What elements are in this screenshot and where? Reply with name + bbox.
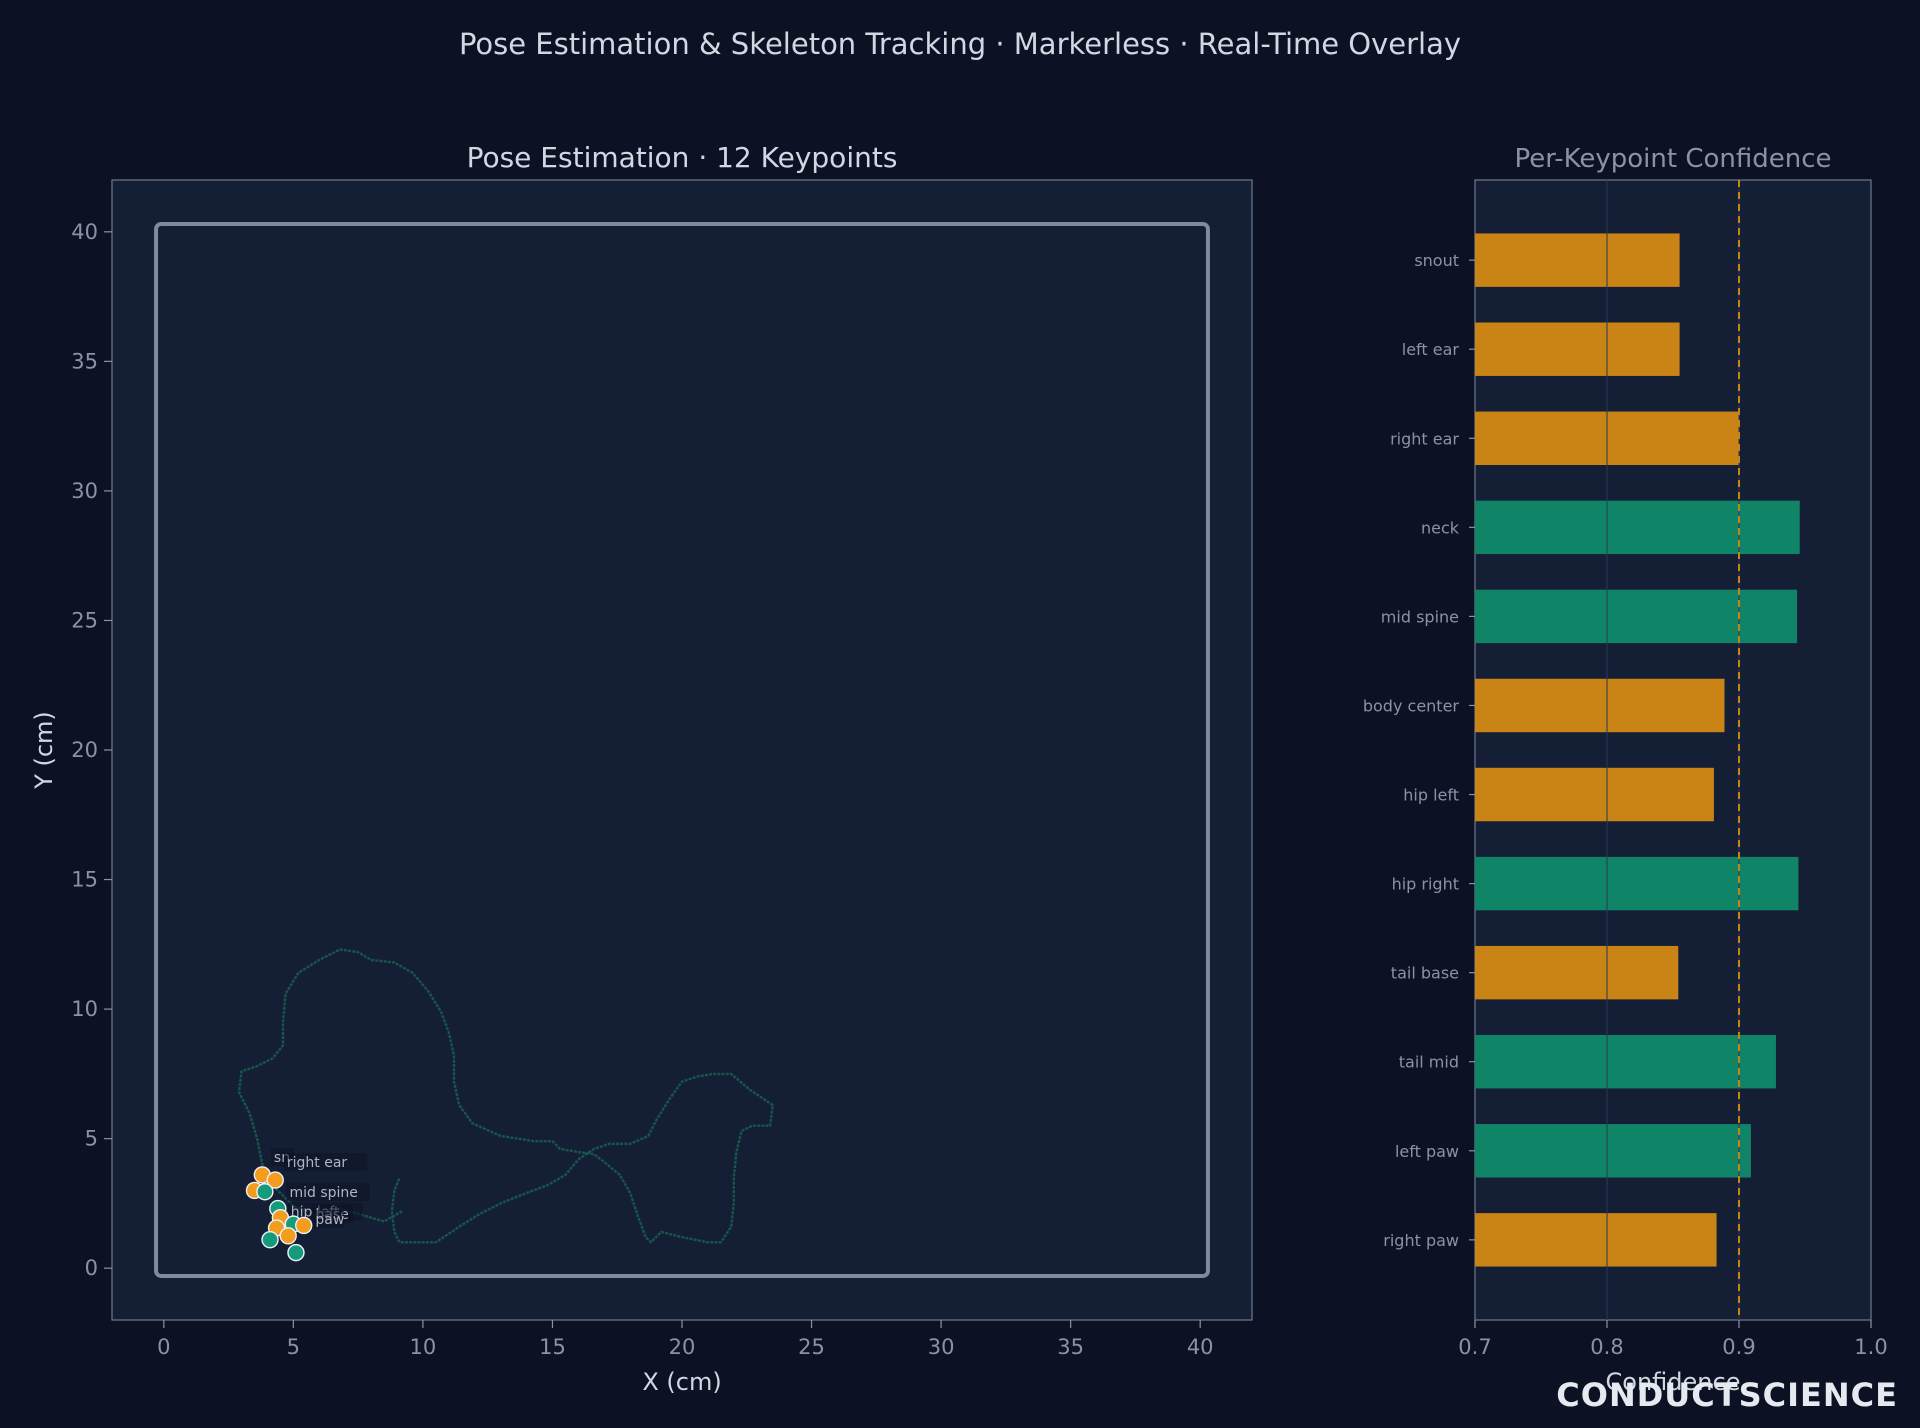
keypoint-label-background bbox=[283, 1153, 368, 1172]
arena-boundary bbox=[154, 222, 1210, 1278]
keypoints bbox=[245, 1166, 313, 1262]
confidence-category-label: neck bbox=[1421, 518, 1460, 537]
confidence-category-label: tail mid bbox=[1399, 1053, 1459, 1072]
confidence-x-axis-label: Confidence bbox=[1606, 1368, 1741, 1396]
trajectory-path bbox=[237, 948, 774, 1244]
keypoint-left-paw bbox=[261, 1230, 279, 1249]
pose-y-tick-label: 40 bbox=[71, 220, 98, 244]
confidence-bar-body-center bbox=[1475, 678, 1725, 733]
confidence-category-label: hip right bbox=[1392, 875, 1459, 894]
pose-x-tick-label: 40 bbox=[1187, 1335, 1214, 1359]
confidence-bar-left-paw bbox=[1475, 1124, 1751, 1178]
confidence-bar-left-ear bbox=[1475, 322, 1680, 376]
confidence-bar-hip-right bbox=[1475, 856, 1799, 911]
confidence-bar-tail-mid bbox=[1475, 1035, 1776, 1089]
pose-axes-background bbox=[111, 179, 1253, 1321]
pose-y-tick-label: 15 bbox=[71, 868, 98, 892]
confidence-category-label: right paw bbox=[1383, 1231, 1459, 1250]
keypoint-tail-base bbox=[295, 1216, 313, 1235]
pose-y-tick-label: 20 bbox=[71, 738, 98, 762]
confidence-bars: snout left ear right ear neck mid spine body … bbox=[1363, 233, 1800, 1267]
keypoint-label: mid spine bbox=[289, 1185, 357, 1201]
pose-ticks: 0 5 10 15 20 25 30 35 40 0 5 10 15 20 25 30 35 40 bbox=[71, 220, 1213, 1359]
confidence-category-label: left paw bbox=[1395, 1142, 1459, 1161]
pose-y-tick-label: 5 bbox=[85, 1127, 98, 1151]
pose-x-tick-label: 30 bbox=[928, 1335, 955, 1359]
confidence-category-label: tail base bbox=[1391, 964, 1459, 983]
pose-x-tick-label: 20 bbox=[669, 1335, 696, 1359]
confidence-bar-mid-spine bbox=[1475, 589, 1798, 644]
confidence-x-tick-label: 0.9 bbox=[1722, 1335, 1755, 1359]
confidence-category-label: snout bbox=[1414, 251, 1459, 270]
confidence-bar-right-paw bbox=[1475, 1213, 1717, 1267]
conductscience-logo: CONDUCTSCIENCE bbox=[1556, 1376, 1898, 1414]
confidence-category-label: mid spine bbox=[1381, 607, 1459, 626]
pose-y-tick-label: 30 bbox=[71, 479, 98, 503]
pose-x-tick-label: 0 bbox=[157, 1335, 170, 1359]
keypoint-right-paw bbox=[279, 1227, 297, 1245]
confidence-category-label: left ear bbox=[1402, 340, 1460, 359]
pose-y-tick-label: 35 bbox=[71, 349, 98, 373]
confidence-panel: Per-Keypoint Confidence Confidence snout… bbox=[1363, 144, 1888, 1396]
pose-y-tick-label: 0 bbox=[85, 1256, 98, 1280]
confidence-bar-neck bbox=[1475, 500, 1800, 555]
confidence-category-label: hip left bbox=[1403, 786, 1459, 805]
keypoint-label: paw bbox=[315, 1212, 344, 1228]
pose-x-tick-label: 25 bbox=[798, 1335, 825, 1359]
confidence-x-tick-label: 0.8 bbox=[1590, 1335, 1623, 1359]
pose-x-tick-label: 5 bbox=[287, 1335, 300, 1359]
pose-y-tick-label: 25 bbox=[71, 608, 98, 632]
keypoint-right-ear bbox=[266, 1171, 284, 1189]
confidence-bar-tail-base bbox=[1475, 945, 1679, 1000]
keypoint-neck bbox=[256, 1183, 274, 1201]
pose-x-tick-label: 15 bbox=[539, 1335, 566, 1359]
confidence-category-label: right ear bbox=[1390, 429, 1459, 448]
confidence-x-tick-label: 1.0 bbox=[1854, 1335, 1887, 1359]
pose-y-axis-label: Y (cm) bbox=[30, 711, 58, 790]
pose-estimation-panel: Pose Estimation · 12 Keypoints X (cm) Y … bbox=[30, 141, 1253, 1396]
confidence-bar-hip-left bbox=[1475, 767, 1714, 822]
pose-x-tick-label: 35 bbox=[1057, 1335, 1084, 1359]
confidence-x-tick-label: 0.7 bbox=[1458, 1335, 1491, 1359]
keypoint-label: right ear bbox=[287, 1155, 348, 1171]
pose-y-tick-label: 10 bbox=[71, 997, 98, 1021]
pose-x-axis-label: X (cm) bbox=[642, 1368, 721, 1396]
pose-x-tick-label: 10 bbox=[410, 1335, 437, 1359]
confidence-panel-title: Per-Keypoint Confidence bbox=[1514, 144, 1831, 174]
figure-title: Pose Estimation & Skeleton Tracking · Ma… bbox=[459, 27, 1461, 61]
keypoint-label-background bbox=[312, 1210, 345, 1229]
pose-panel-title: Pose Estimation · 12 Keypoints bbox=[467, 141, 898, 174]
confidence-bar-snout bbox=[1475, 233, 1680, 287]
confidence-category-label: body center bbox=[1363, 696, 1460, 715]
keypoint-tail-mid bbox=[287, 1243, 305, 1262]
keypoint-label-background bbox=[286, 1182, 370, 1201]
